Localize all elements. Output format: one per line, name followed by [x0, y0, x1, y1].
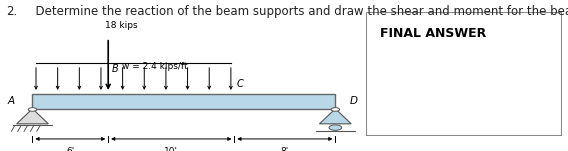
Text: D: D [349, 96, 357, 106]
Text: 8': 8' [281, 147, 289, 151]
Text: B: B [112, 64, 119, 74]
Bar [32, 94, 335, 109]
Text: FINAL ANSWER: FINAL ANSWER [380, 27, 486, 40]
Text: 6': 6' [66, 147, 74, 151]
Text: C: C [236, 79, 243, 89]
Polygon shape [319, 109, 351, 124]
Text: Determine the reaction of the beam supports and draw the shear and moment for th: Determine the reaction of the beam suppo… [28, 5, 568, 18]
Circle shape [329, 125, 342, 130]
Text: 2.: 2. [6, 5, 17, 18]
Circle shape [28, 108, 37, 111]
Text: A: A [8, 96, 15, 106]
Text: 10': 10' [164, 147, 178, 151]
Circle shape [331, 108, 340, 111]
Text: w = 2.4 kips/ft: w = 2.4 kips/ft [122, 62, 188, 71]
Polygon shape [16, 109, 48, 124]
Text: 18 kips: 18 kips [105, 21, 137, 30]
